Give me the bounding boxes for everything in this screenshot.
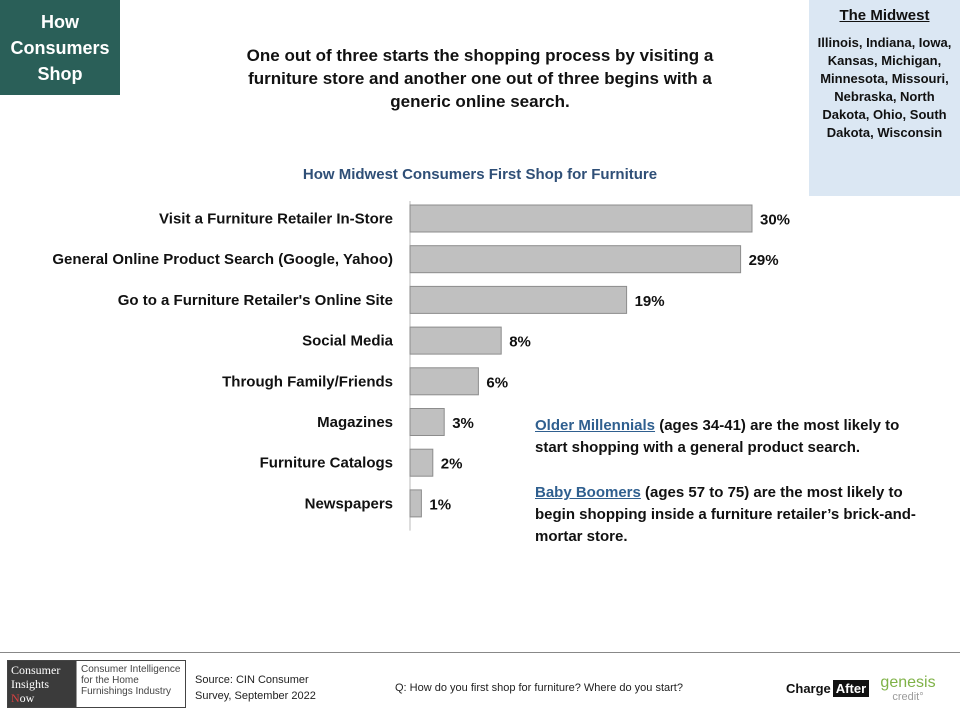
region-box: The Midwest Illinois, Indiana, Iowa, Kan…	[809, 0, 960, 196]
genesis-logo: genesis credit°	[876, 674, 940, 704]
data-label: 8%	[509, 334, 531, 351]
footer-divider	[0, 652, 960, 653]
cin-logo-n: N	[11, 691, 20, 705]
chargeafter-logo: Charge After	[786, 680, 870, 697]
bar-chart: Visit a Furniture Retailer In-Store 30% Ge…	[52, 201, 790, 531]
note-baby-boomers-highlight: Baby Boomers	[535, 484, 641, 501]
bar	[409, 285, 628, 314]
cin-logo-wordmark: Consumer Insights Now	[8, 661, 76, 707]
cin-logo-tagline: Consumer Intelligence for the Home Furni…	[76, 661, 185, 707]
category-label: Furniture Catalogs	[260, 455, 393, 472]
note-baby-boomers: Baby Boomers (ages 57 to 75) are the mos…	[535, 482, 925, 548]
headline: One out of three starts the shopping pro…	[246, 46, 714, 111]
data-label: 1%	[429, 496, 451, 513]
region-states: Illinois, Indiana, Iowa, Kansas, Michiga…	[817, 35, 952, 140]
note-older-millennials: Older Millennials (ages 34-41) are the m…	[535, 415, 925, 459]
cin-logo-line2: Insights	[11, 677, 50, 691]
category-label: Through Family/Friends	[222, 373, 393, 390]
note-older-millennials-text: (ages 34-41) are the most likely to star…	[535, 417, 900, 456]
section-tag-line1: How	[41, 11, 79, 32]
data-label: 6%	[486, 374, 508, 391]
category-label: Magazines	[317, 414, 393, 431]
cin-logo-ow: ow	[19, 691, 35, 705]
bar	[409, 204, 753, 233]
genesis-logo-credit: credit°	[892, 691, 924, 703]
bar	[409, 326, 502, 355]
region-title: The Midwest	[839, 7, 930, 24]
insight-notes: Older Millennials (ages 34-41) are the m…	[535, 415, 925, 571]
source-note: Source: CIN Consumer Survey, September 2…	[195, 674, 316, 702]
chart-title: How Midwest Consumers First Shop for Fur…	[302, 166, 658, 183]
bar	[409, 367, 479, 396]
category-label: Visit a Furniture Retailer In-Store	[159, 211, 393, 228]
section-tag-line2: Consumers	[10, 37, 110, 58]
category-label: Social Media	[302, 333, 394, 350]
section-tag-line3: Shop	[37, 63, 83, 84]
bar	[409, 448, 434, 477]
category-label: General Online Product Search (Google, Y…	[52, 251, 393, 268]
genesis-logo-name: genesis	[880, 674, 936, 691]
cin-logo: Consumer Insights Now Consumer Intellige…	[7, 660, 186, 708]
note-older-millennials-highlight: Older Millennials	[535, 417, 656, 434]
chargeafter-logo-charge: Charge	[786, 681, 831, 696]
chargeafter-logo-after: After	[832, 680, 870, 697]
data-label: 2%	[441, 456, 463, 473]
cin-logo-line1: Consumer	[11, 663, 61, 677]
section-tag: How Consumers Shop	[0, 0, 120, 95]
category-label: Newspapers	[305, 495, 393, 512]
category-label: Go to a Furniture Retailer's Online Site	[118, 292, 393, 309]
cin-logo-line3: Now	[11, 691, 73, 705]
bar	[409, 245, 742, 274]
data-label: 29%	[749, 252, 779, 269]
note-baby-boomers-text: (ages 57 to 75) are the most likely to b…	[535, 484, 916, 545]
data-label: 30%	[760, 212, 790, 229]
data-label: 3%	[452, 415, 474, 432]
survey-question: Q: How do you first shop for furniture? …	[395, 682, 683, 694]
data-label: 19%	[635, 293, 665, 310]
bar	[409, 489, 422, 518]
bar	[409, 408, 445, 436]
